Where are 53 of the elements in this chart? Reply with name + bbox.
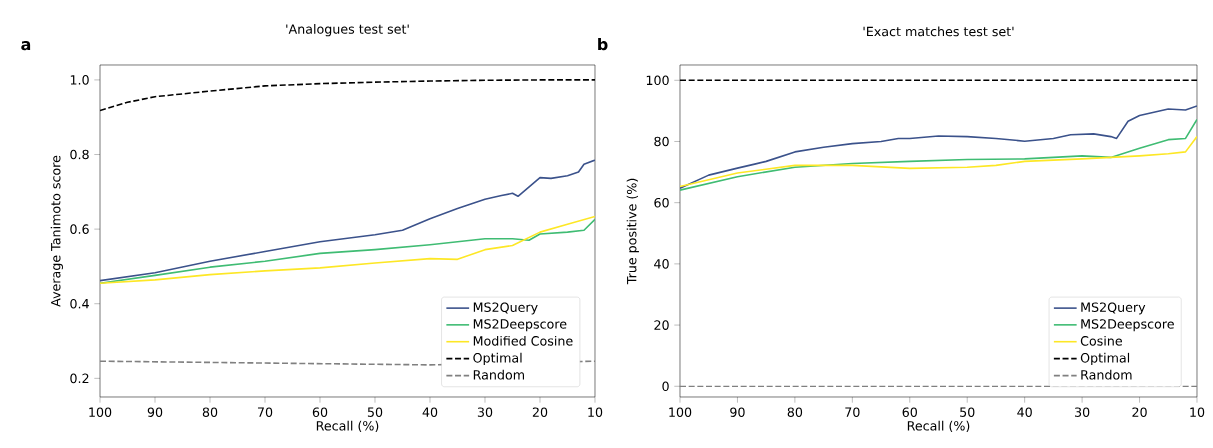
- x-tick-label: 40: [1017, 407, 1032, 417]
- chart-title: 'Exact matches test set': [863, 26, 1014, 37]
- legend-label: MS2Query: [1081, 302, 1146, 315]
- y-tick-label: 0.4: [70, 298, 89, 309]
- y-axis-title: Average Tanimoto score: [50, 155, 63, 307]
- legend-label: Modified Cosine: [473, 335, 573, 346]
- x-tick-label: 50: [960, 407, 975, 417]
- x-tick-label: 90: [730, 407, 745, 417]
- x-axis-title: Recall (%): [316, 420, 379, 433]
- x-tick-label: 90: [147, 407, 163, 417]
- x-tick-label: 10: [1190, 407, 1205, 417]
- y-tick-label: 20: [654, 320, 669, 330]
- legend-label: Random: [1081, 369, 1132, 380]
- y-tick-label: 0.6: [70, 224, 89, 234]
- x-tick-label: 100: [669, 407, 692, 417]
- y-tick-label: 40: [654, 259, 669, 269]
- y-tick-label: 60: [654, 197, 669, 208]
- legend-label: Random: [473, 369, 524, 380]
- x-tick-label: 40: [422, 407, 438, 417]
- x-tick-label: 80: [787, 407, 803, 417]
- y-axis-title: True positive (%): [626, 178, 639, 285]
- y-tick-label: 100: [646, 75, 669, 86]
- x-tick-label: 60: [902, 407, 917, 417]
- line-series: [100, 159, 595, 282]
- y-tick-label: 1.0: [70, 75, 89, 85]
- legend-label: MS2Deepscore: [473, 319, 567, 332]
- line-series: [680, 135, 1197, 188]
- legend-label: MS2Deepscore: [1081, 319, 1174, 332]
- x-tick-label: 10: [588, 407, 603, 417]
- text: b: [598, 37, 608, 51]
- x-axis-title: Recall (%): [907, 420, 970, 433]
- line-series: [680, 118, 1197, 191]
- x-tick-label: 70: [845, 407, 860, 417]
- x-tick-label: 100: [89, 407, 112, 417]
- y-tick-label: 80: [654, 136, 669, 147]
- x-tick-label: 80: [202, 407, 218, 417]
- x-tick-label: 70: [257, 407, 273, 417]
- chart-title: 'Analogues test set': [286, 24, 409, 37]
- text: a: [21, 41, 31, 51]
- legend-label: Optimal: [473, 352, 522, 366]
- legend-label: Optimal: [1080, 352, 1130, 366]
- y-tick-label: 0.2: [70, 373, 89, 384]
- x-tick-label: 30: [1075, 407, 1090, 417]
- y-tick-label: 0: [662, 381, 669, 392]
- legend-label: Cosine: [1080, 335, 1122, 346]
- line-series: [680, 105, 1197, 190]
- x-tick-label: 30: [477, 407, 493, 417]
- legend-label: MS2Query: [473, 302, 538, 315]
- x-tick-label: 60: [312, 407, 328, 417]
- x-tick-label: 20: [532, 407, 548, 417]
- x-tick-label: 20: [1132, 407, 1147, 417]
- y-tick-label: 0.8: [70, 149, 89, 160]
- x-tick-label: 50: [367, 407, 383, 417]
